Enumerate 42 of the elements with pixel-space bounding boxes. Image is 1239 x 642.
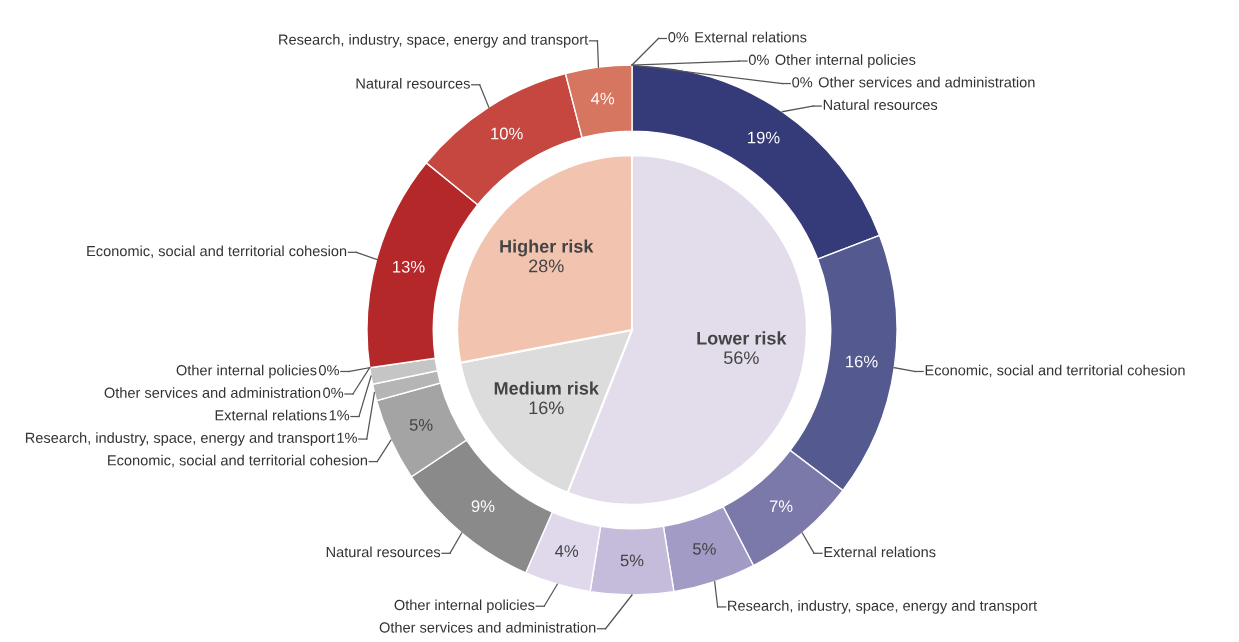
data-label: 7% [769,500,793,513]
slice-label: Research, industry, space, energy and transport [728,600,1038,614]
text: 0% [323,387,344,398]
legend-label: Other services and administration [818,76,1035,88]
text: Higher risk [500,239,594,257]
data-label: 19% [748,131,780,144]
slice-label: External relations [215,409,327,421]
slice-label: Natural resources [326,546,441,558]
category-label: Other internal policies [176,364,317,379]
data-label: 10% [491,127,523,140]
text: Lower risk [697,331,787,345]
text: Medium risk [494,381,599,395]
text: 0% [792,77,813,88]
data-label: 16% [529,401,564,415]
text: 0% [318,365,339,376]
legend-label: Other internal policies [775,54,916,68]
slice-label: External relations [824,546,936,558]
data-label: 9% [471,500,495,513]
text: 0% [748,54,769,65]
data-label: 4% [590,92,615,105]
category-label: Other services and administration [104,387,321,398]
data-label: 1% [337,432,357,443]
slice-label: Natural resources [356,77,470,89]
slice-label: Economic, social and territorial cohesion [925,364,1185,378]
data-label: 5% [620,554,644,567]
data-label: 4% [555,545,579,557]
slice-label: Other services and administration [379,621,596,633]
slice-label: Research, industry, space, energy and transport [25,432,335,446]
slice-label: Research, industry, space, energy and transport [279,34,589,48]
data-label: 1% [329,410,350,421]
slice-label: Natural resources [823,99,938,110]
data-label: 5% [692,543,716,555]
text: 0% [668,32,689,43]
legend-label: External relations [695,31,807,43]
data-label: 5% [409,419,433,431]
slice-label: Economic, social and territorial cohesion [87,245,347,258]
data-label: 28% [529,259,564,273]
slice-label: Economic, social and territorial cohesion [108,454,367,468]
data-label: 56% [723,351,759,365]
data-label: 13% [393,260,425,273]
slice-label: Other internal policies [394,599,535,614]
data-label: 16% [846,355,878,368]
